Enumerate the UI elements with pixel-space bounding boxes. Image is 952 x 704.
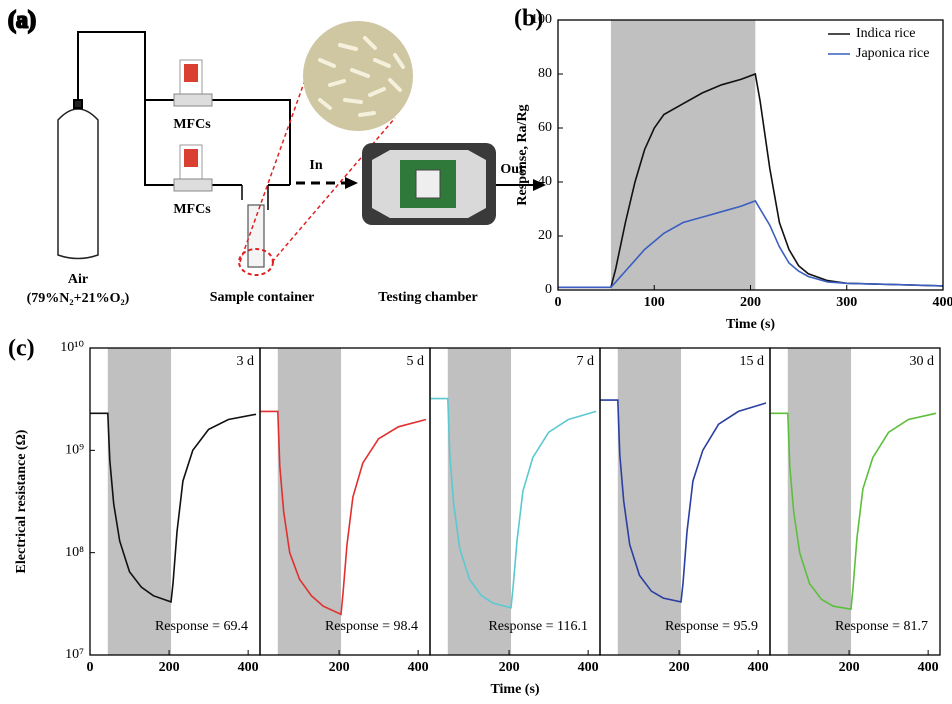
y-tick-label: 20 bbox=[538, 228, 552, 243]
shaded-region bbox=[107, 348, 172, 655]
y-tick-label: 80 bbox=[538, 66, 552, 81]
day-label: 30 d bbox=[910, 354, 935, 369]
plot-frame bbox=[557, 19, 944, 291]
x-tick-label: 200 bbox=[159, 660, 180, 675]
panel-label: (b) bbox=[514, 6, 543, 32]
y-axis-label: Response, Ra/Rg bbox=[515, 104, 530, 205]
shaded-region bbox=[277, 348, 342, 655]
label: MFCs bbox=[173, 117, 211, 132]
x-tick-label: 200 bbox=[499, 660, 520, 675]
x-tick-label: 400 bbox=[918, 660, 939, 675]
shaded-region bbox=[617, 348, 682, 655]
data-line bbox=[430, 397, 597, 609]
data-line bbox=[260, 410, 427, 616]
x-axis-label: Time (s) bbox=[726, 317, 775, 332]
zoom-line bbox=[239, 79, 396, 263]
data-line bbox=[558, 72, 944, 289]
valve bbox=[73, 99, 83, 109]
x-tick-label: 200 bbox=[669, 660, 690, 675]
y-tick-label: 40 bbox=[538, 174, 552, 189]
x-tick-label: 400 bbox=[578, 660, 599, 675]
x-tick-label: 200 bbox=[839, 660, 860, 675]
panel-label: (c) bbox=[8, 336, 35, 362]
shaded-region bbox=[787, 348, 852, 655]
y-tick-label: 60 bbox=[538, 120, 552, 135]
x-tick-label: 200 bbox=[329, 660, 350, 675]
day-label: 7 d bbox=[577, 354, 595, 369]
response-label: Response = 116.1 bbox=[488, 619, 588, 634]
x-tick-label: 400 bbox=[748, 660, 769, 675]
response-label: Response = 81.7 bbox=[835, 619, 928, 634]
plot-frame bbox=[769, 347, 941, 656]
sample-tube bbox=[247, 204, 265, 268]
y-tick-label: 10⁹ bbox=[65, 443, 84, 458]
y-tick-label: 10⁷ bbox=[65, 647, 84, 662]
panel-a: (a) MFCs MFCs In Out Air (79%N₂+21%O₂) S… bbox=[7, 7, 546, 306]
day-label: 15 d bbox=[740, 354, 765, 369]
day-label: 5 d bbox=[407, 354, 425, 369]
y-tick-label: 100 bbox=[531, 12, 552, 27]
label: MFCs bbox=[173, 202, 211, 217]
y-axis-label: Electrical resistance (Ω) bbox=[14, 429, 29, 573]
legend-label: Japonica rice bbox=[856, 46, 929, 61]
arrow-head bbox=[345, 177, 358, 189]
x-tick-label: 300 bbox=[836, 295, 857, 310]
y-tick-label: 10⁸ bbox=[65, 545, 84, 560]
y-tick-label: 10¹⁰ bbox=[60, 340, 84, 355]
pipe bbox=[241, 185, 269, 210]
x-tick-label: 0 bbox=[555, 295, 562, 310]
x-tick-label: 400 bbox=[238, 660, 259, 675]
x-tick-label: 400 bbox=[933, 295, 952, 310]
gas-cylinder bbox=[57, 108, 99, 260]
shaded-region bbox=[610, 20, 756, 290]
response-label: Response = 98.4 bbox=[325, 619, 418, 634]
response-label: Response = 95.9 bbox=[665, 619, 758, 634]
response-label: Response = 69.4 bbox=[155, 619, 248, 634]
highlight bbox=[238, 248, 274, 276]
panel-label: (a) bbox=[8, 8, 36, 34]
x-axis-label: Time (s) bbox=[490, 682, 539, 697]
x-tick-label: 400 bbox=[408, 660, 429, 675]
arrow-head bbox=[533, 179, 546, 191]
sensor bbox=[415, 169, 441, 199]
label: Testing chamber bbox=[378, 290, 477, 305]
legend-label: Indica rice bbox=[856, 26, 915, 41]
data-line bbox=[90, 412, 257, 603]
label: Sample container bbox=[210, 290, 315, 305]
shaded-region bbox=[447, 348, 512, 655]
mfc bbox=[173, 59, 213, 107]
x-tick-label: 100 bbox=[644, 295, 665, 310]
rice-photo bbox=[303, 21, 413, 131]
label: Air bbox=[68, 272, 88, 287]
label: In bbox=[309, 158, 322, 173]
x-tick-label: 0 bbox=[87, 660, 94, 675]
data-line bbox=[770, 412, 937, 611]
x-tick-label: 200 bbox=[740, 295, 761, 310]
label: Out bbox=[500, 162, 524, 177]
label: (79%N₂+21%O₂) bbox=[27, 291, 130, 306]
rice-grains bbox=[318, 36, 405, 117]
y-tick-label: 0 bbox=[545, 282, 552, 297]
pipe bbox=[77, 31, 291, 186]
mfc bbox=[173, 144, 213, 192]
day-label: 3 d bbox=[237, 354, 255, 369]
data-line bbox=[600, 399, 767, 603]
data-line bbox=[558, 199, 944, 289]
